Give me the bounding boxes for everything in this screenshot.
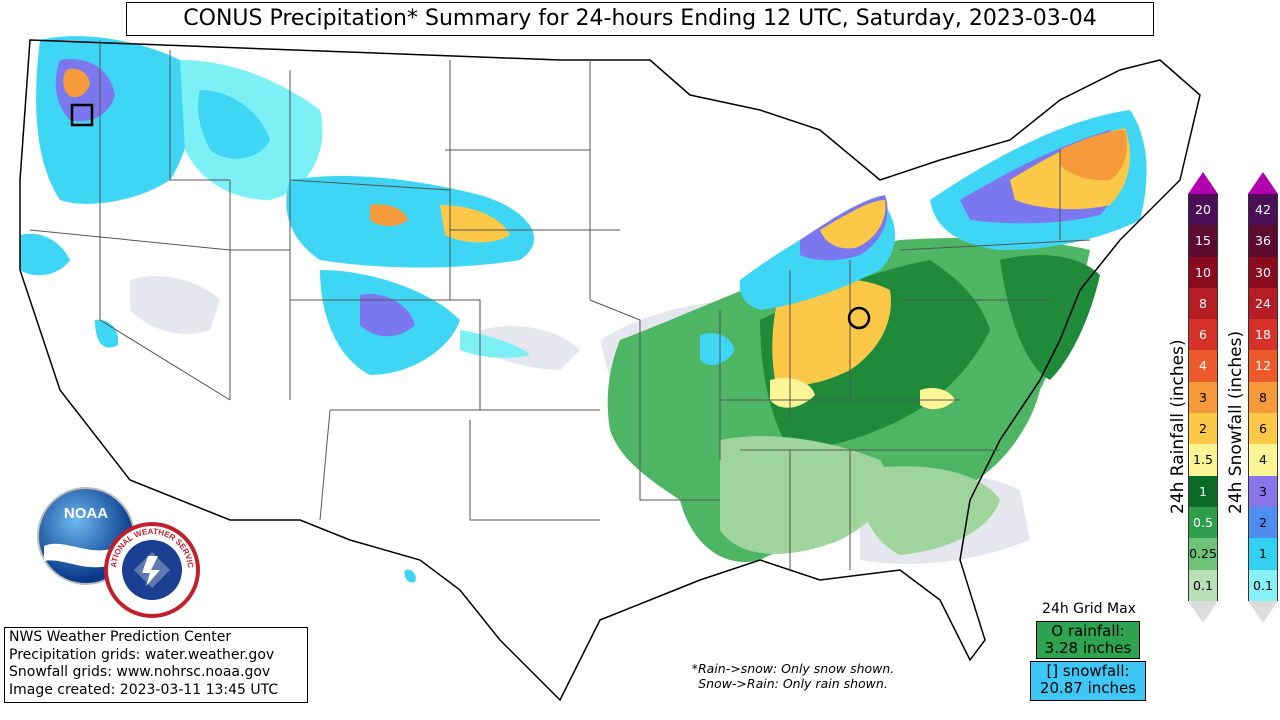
snow-area-nevada xyxy=(95,319,119,348)
rain-area-mid-atlantic xyxy=(1000,255,1100,380)
snowfall-legend-cell: 2 xyxy=(1248,506,1278,539)
rainfall-legend-cell: 1 xyxy=(1188,475,1218,507)
snowfall-legend-top-arrow xyxy=(1248,172,1278,194)
snow-area-california xyxy=(20,233,70,276)
snow-area-colorado xyxy=(360,294,415,337)
state-line xyxy=(469,420,600,521)
note-line-rain-snow: *Rain->snow: Only snow shown. xyxy=(691,661,895,676)
snow-area-missouri xyxy=(700,333,735,366)
state-line xyxy=(169,50,230,181)
snowfall-legend-cell: 18 xyxy=(1248,319,1278,351)
snow-area-northwest xyxy=(36,36,191,204)
rain-area-light xyxy=(720,436,888,554)
light-precip-area xyxy=(130,276,220,334)
snowfall-legend-label: 24h Snowfall (inches) xyxy=(1226,330,1246,514)
state-line xyxy=(289,179,451,191)
state-line xyxy=(99,230,231,401)
rainfall-legend-cell: 2 xyxy=(1188,413,1218,445)
info-box: NWS Weather Prediction Center Precipitat… xyxy=(4,627,308,703)
rainfall-legend-cell: 4 xyxy=(1188,350,1218,382)
snow-area-northeast xyxy=(1060,130,1127,181)
snow-area-northwest xyxy=(198,90,270,159)
rain-area-kentucky xyxy=(920,388,955,410)
snowfall-legend-cell: 12 xyxy=(1248,350,1278,382)
snowfall-legend-cell: 8 xyxy=(1248,381,1278,414)
snowfall-legend-cell: 30 xyxy=(1248,256,1278,288)
grid-max-title: 24h Grid Max xyxy=(1042,601,1136,617)
rainfall-legend-bottom-arrow xyxy=(1188,600,1218,623)
rainfall-legend-label: 24h Rainfall (inches) xyxy=(1168,339,1188,514)
snowfall-legend-cell: 0.1 xyxy=(1248,569,1278,601)
snow-area-texas xyxy=(404,569,416,583)
precip-note: *Rain->snow: Only snow shown. Snow->Rain… xyxy=(640,661,946,691)
snow-area-central xyxy=(370,204,408,226)
light-precip-area xyxy=(480,326,580,370)
rainfall-legend-cell: 20 xyxy=(1188,194,1218,226)
rainfall-legend-cell: 3 xyxy=(1188,381,1218,414)
snowfall-legend: 42 36 30 24 18 12 8 6 4 3 2 1 0.1 xyxy=(1248,172,1278,623)
snowfall-max-marker xyxy=(70,103,94,127)
state-line xyxy=(29,229,290,251)
rainfall-legend-top-arrow xyxy=(1188,172,1218,194)
grid-max-rainfall-label: O rainfall: xyxy=(1051,622,1125,640)
rainfall-legend-cell: 0.1 xyxy=(1188,569,1218,601)
grid-max-snowfall-box: [] snowfall: 20.87 inches xyxy=(1030,661,1146,701)
state-line xyxy=(639,410,720,501)
rainfall-legend-cell: 1.5 xyxy=(1188,444,1218,476)
snowfall-legend-cell: 4 xyxy=(1248,444,1278,476)
us-outline xyxy=(19,39,1201,702)
nws-logo: NATIONAL WEATHER SERVICE xyxy=(101,515,200,618)
grid-max-snowfall-value: 20.87 inches xyxy=(1039,679,1137,697)
rainfall-legend-cell: 15 xyxy=(1188,225,1218,257)
snow-area-colorado xyxy=(460,330,530,358)
rainfall-legend-cell: 0.5 xyxy=(1188,506,1218,539)
note-line-snow-rain: Snow->Rain: Only rain shown. xyxy=(698,676,888,691)
rainfall-legend-cell: 8 xyxy=(1188,287,1218,320)
noaa-logo-text: NOAA xyxy=(64,505,108,522)
grid-max-rainfall-value: 3.28 inches xyxy=(1044,639,1132,657)
snow-area-central xyxy=(440,205,510,243)
rainfall-max-marker xyxy=(847,306,871,330)
rainfall-legend-cell: 0.25 xyxy=(1188,538,1218,570)
state-line xyxy=(899,239,1091,251)
info-line-image-created: Image created: 2023-03-11 13:45 UTC xyxy=(9,681,279,698)
borders xyxy=(19,39,1201,702)
rain-area-ohio xyxy=(772,278,891,386)
rainfall-legend: 20 15 10 8 6 4 3 2 1.5 1 0.5 0.25 0.1 xyxy=(1188,172,1218,623)
info-line-center: NWS Weather Prediction Center xyxy=(9,629,232,645)
state-line xyxy=(589,299,641,410)
state-line xyxy=(319,409,331,521)
precip-layer xyxy=(20,36,1147,583)
snow-area-central xyxy=(286,175,535,268)
snowfall-legend-cell: 24 xyxy=(1248,287,1278,320)
snowfall-legend-cell: 3 xyxy=(1248,475,1278,507)
snow-area-midwest xyxy=(820,200,886,249)
state-line xyxy=(290,299,481,410)
map-title: CONUS Precipitation* Summary for 24-hour… xyxy=(126,2,1154,36)
info-line-precip-grids: Precipitation grids: water.weather.gov xyxy=(9,646,275,663)
grid-max-snowfall-label: [] snowfall: xyxy=(1046,662,1130,680)
heavy-snow-area xyxy=(63,68,90,98)
snowfall-legend-bottom-arrow xyxy=(1248,600,1278,623)
snowfall-legend-cell: 36 xyxy=(1248,225,1278,257)
snowfall-legend-cell: 1 xyxy=(1248,538,1278,570)
snowfall-legend-cell: 42 xyxy=(1248,194,1278,226)
rainfall-legend-cell: 6 xyxy=(1188,319,1218,351)
grid-max-rainfall-box: O rainfall: 3.28 inches xyxy=(1036,621,1140,659)
snowfall-legend-cell: 6 xyxy=(1248,413,1278,445)
info-line-snowfall-grids: Snowfall grids: www.nohrsc.noaa.gov xyxy=(9,664,271,680)
rainfall-legend-cell: 10 xyxy=(1188,256,1218,288)
